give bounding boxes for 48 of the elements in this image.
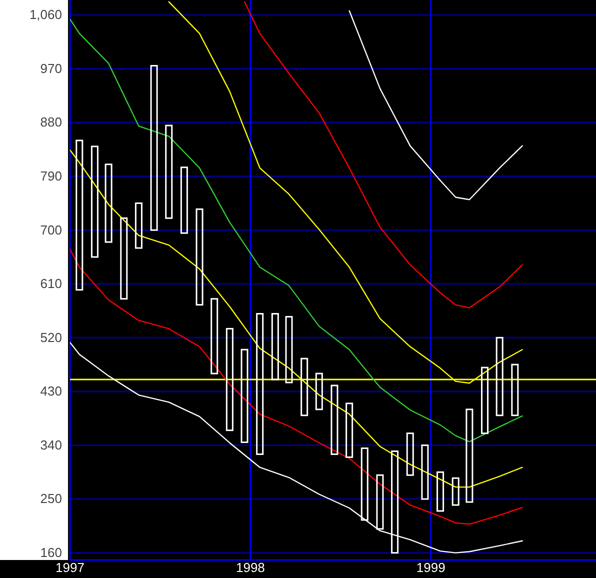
bar [406, 432, 414, 476]
bar [285, 316, 293, 384]
bar [240, 348, 248, 444]
bar [165, 124, 173, 219]
y-tick-label: 1,060 [29, 7, 62, 22]
bar [300, 358, 308, 416]
bar [226, 328, 234, 432]
line-series [70, 18, 523, 442]
bar [496, 336, 504, 416]
x-tick-label: 1997 [56, 560, 84, 576]
y-tick-label: 700 [40, 222, 62, 238]
bar [421, 444, 429, 500]
y-tick-label: 430 [40, 384, 62, 399]
x-tick-label: 1999 [416, 560, 446, 576]
bar [76, 140, 84, 291]
bar [120, 217, 128, 300]
y-tick-label: 880 [40, 114, 62, 130]
x-tick-label: 1998 [236, 560, 265, 576]
y-tick-label: 970 [40, 60, 62, 76]
bar [436, 471, 444, 512]
bar [180, 166, 188, 234]
y-tick-label: 790 [40, 168, 62, 184]
bar [511, 364, 519, 416]
bar [466, 408, 474, 503]
bar [360, 447, 368, 521]
bar [376, 474, 384, 530]
bar [315, 372, 323, 410]
y-tick-label: 610 [40, 276, 62, 292]
bar [90, 146, 98, 258]
bar [452, 477, 460, 506]
line-series [70, 248, 523, 525]
line-series [70, 342, 523, 554]
bar [196, 208, 204, 306]
bar [150, 64, 158, 231]
line-series [244, 1, 523, 308]
bar [104, 164, 112, 243]
y-tick-label: 520 [40, 330, 62, 345]
bar [210, 298, 218, 374]
line-series [348, 10, 523, 200]
bar [134, 202, 142, 249]
y-tick-label: 250 [40, 491, 62, 506]
bar [481, 366, 489, 434]
y-tick-label: 340 [40, 437, 62, 452]
bar [330, 384, 338, 455]
y-tick-label: 160 [40, 544, 62, 560]
bar [346, 402, 354, 458]
bar [256, 313, 264, 455]
bar [271, 313, 279, 380]
